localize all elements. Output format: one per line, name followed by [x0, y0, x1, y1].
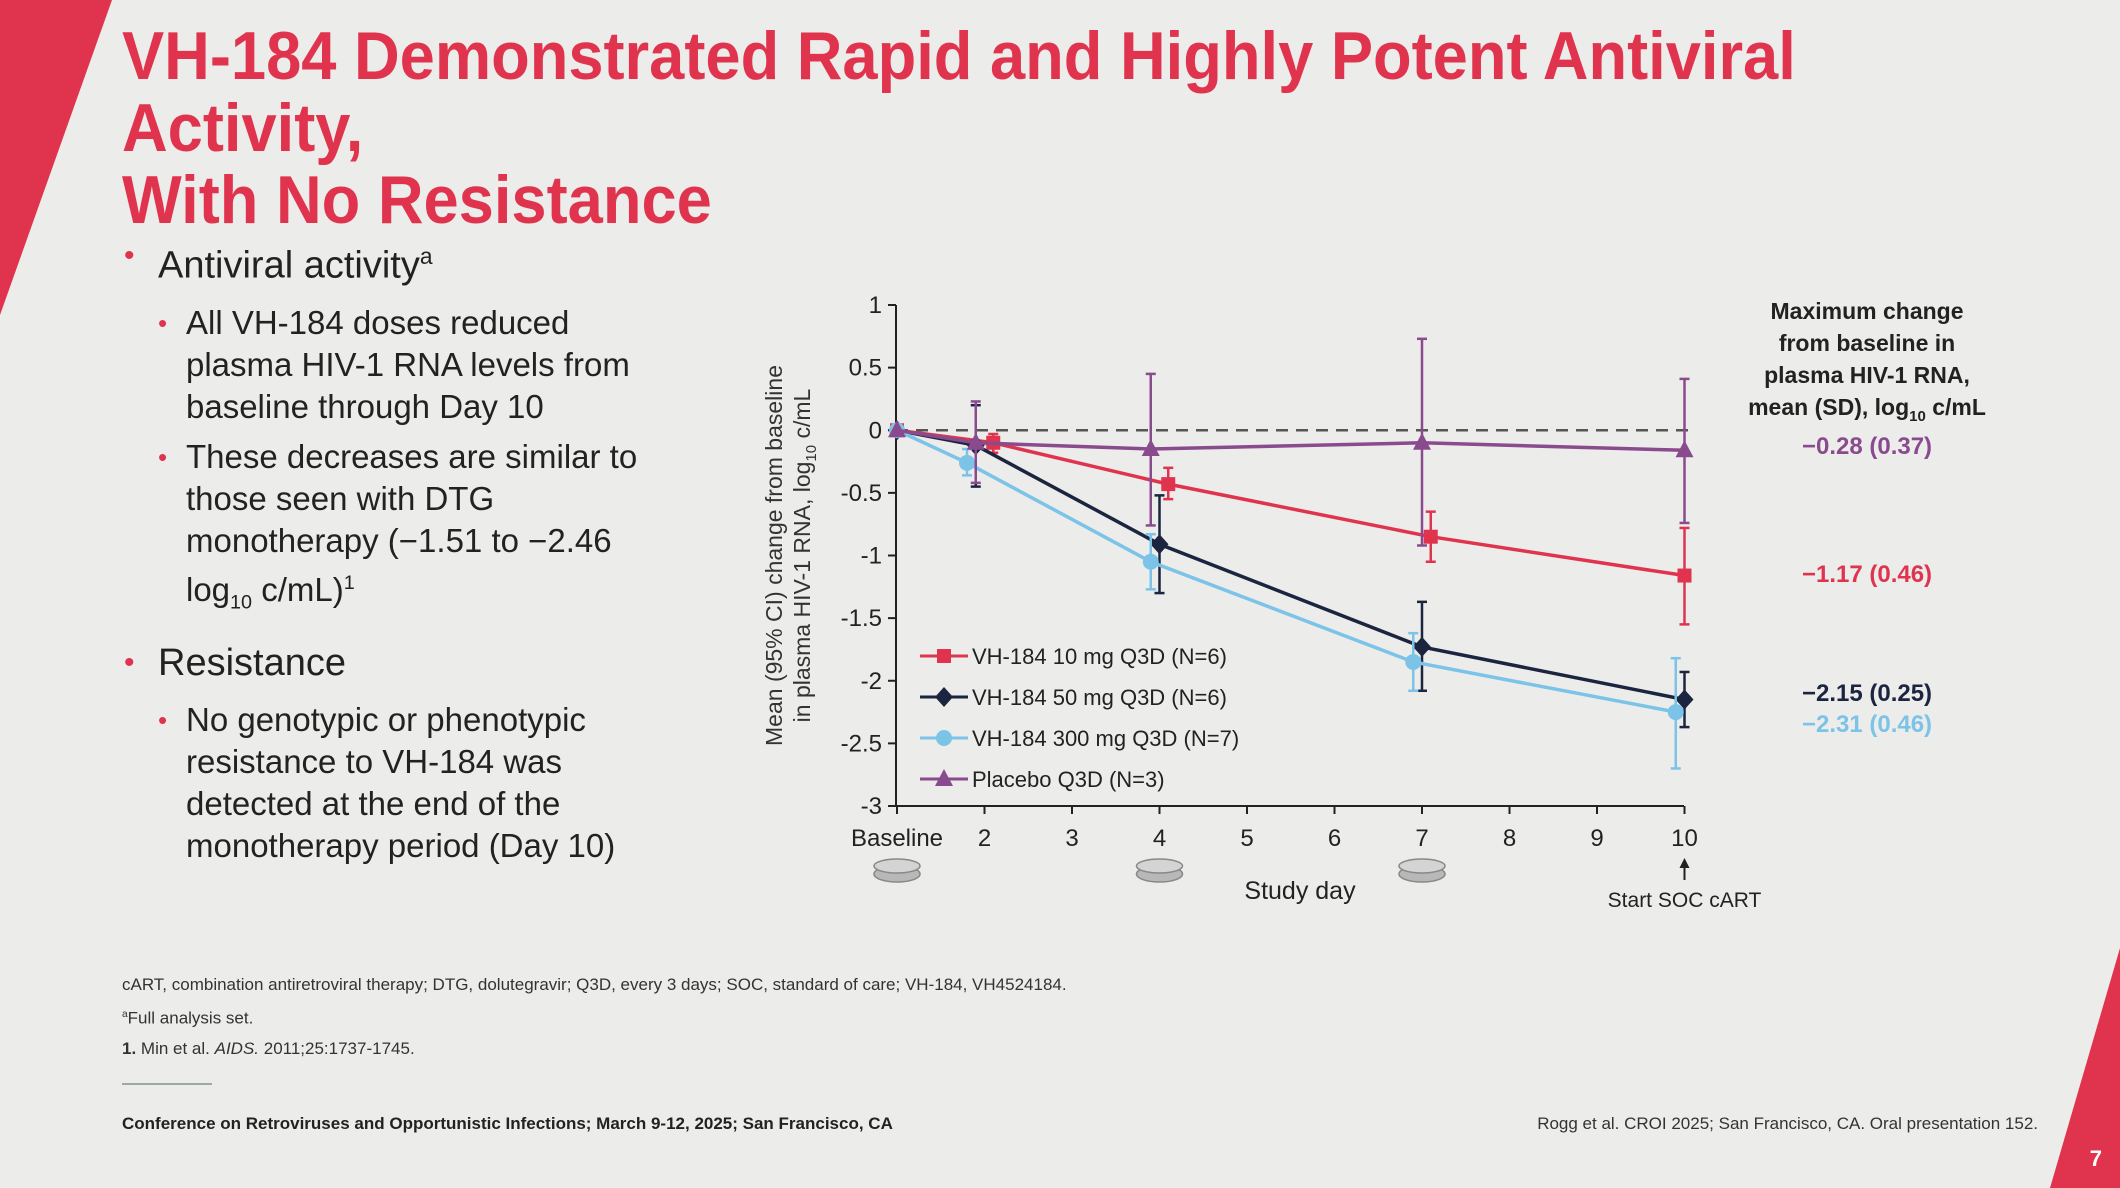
footnote-ref-journal: AIDS. [214, 1038, 260, 1058]
vh184-300mg-line [896, 428, 1677, 714]
y-tick-label: -2 [861, 668, 882, 695]
bullet-resistance: Resistance [122, 641, 682, 685]
y-tick-label: -2.5 [841, 730, 882, 757]
x-tick-label: 3 [1065, 825, 1078, 852]
vh184-300mg-point [1142, 553, 1159, 570]
footnote-ref-num: 1. [122, 1038, 137, 1058]
start-soc-label: Start SOC cART [1608, 889, 1762, 912]
bullet-antiviral-text: Antiviral activity [158, 244, 420, 287]
subbullet-dtg-comparison: These decreases are similar to those see… [158, 436, 682, 624]
slide-title: VH-184 Demonstrated Rapid and Highly Pot… [122, 20, 1889, 236]
footnote-ref-authors: Min et al. [136, 1038, 215, 1058]
placebo-summary-value: −0.28 (0.37) [1802, 433, 1932, 460]
start-soc-arrow-icon [1679, 858, 1690, 868]
placebo-point [966, 432, 985, 450]
footnote-analysis-sup: a [122, 1009, 128, 1020]
corner-accent-top-left [0, 0, 112, 315]
summary-title-line4: mean (SD), log10 c/mL [1748, 394, 1986, 425]
footnote-analysis-text: Full analysis set. [127, 1008, 254, 1028]
bullet-antiviral: Antiviral activitya [122, 234, 682, 288]
footnote-ref-details: 2011;25:1737-1745. [259, 1038, 415, 1058]
y-tick-label: 0 [869, 417, 882, 444]
subbullet-dtg-unit: c/mL) [252, 570, 344, 608]
line-chart: 1 0.5 0 -0.5 -1 -1.5 -2 -2.5 -3 Baseline 2 3 4 5 6 7 8 9 1… [761, 292, 1986, 912]
footnotes: cART, combination antiretroviral therapy… [122, 970, 1622, 1064]
vh184-10mg-legend-marker [937, 649, 951, 663]
slide-title-line1: VH-184 Demonstrated Rapid and Highly Pot… [122, 18, 1796, 166]
placebo-legend-marker [935, 769, 953, 786]
vh184-300mg-legend-marker [936, 730, 952, 746]
vh184-10mg-point [1161, 477, 1176, 492]
placebo-point [888, 420, 906, 438]
y-tick-label: -0.5 [841, 480, 882, 507]
vh184-300mg-legend-label: VH-184 300 mg Q3D (N=7) [972, 726, 1239, 751]
vh184-10mg-summary-value: −1.17 (0.46) [1802, 561, 1932, 588]
placebo-point [1675, 440, 1694, 458]
vh184-50mg-legend-marker [935, 687, 953, 707]
summary-title-line1: Maximum change [1771, 298, 1964, 324]
x-axis-label: Study day [1244, 877, 1356, 905]
vh184-300mg-point [959, 454, 975, 471]
vh184-10mg-point [1423, 529, 1438, 544]
reference-footer: Rogg et al. CROI 2025; San Francisco, CA… [1537, 1114, 2038, 1133]
x-tick-label: 7 [1415, 825, 1428, 852]
vh184-50mg-point [1150, 534, 1169, 555]
x-tick-label: 5 [1240, 825, 1253, 852]
corner-accent-bottom-right [2050, 948, 2120, 1188]
y-axis-label: Mean (95% CI) change from baselinein pla… [761, 365, 820, 746]
y-tick-label: -1 [861, 543, 882, 570]
pill-icon-top [1398, 858, 1446, 874]
summary-title-line3: plasma HIV-1 RNA, [1764, 362, 1970, 388]
placebo-legend-label: Placebo Q3D (N=3) [972, 767, 1165, 792]
pill-icon-top [1135, 858, 1184, 874]
subbullet-dtg-sup: 1 [343, 571, 355, 594]
x-tick-label: 8 [1503, 825, 1516, 852]
footnote-divider [122, 1083, 212, 1085]
vh184-10mg-legend-label: VH-184 10 mg Q3D (N=6) [972, 644, 1227, 669]
x-tick-label: 9 [1590, 825, 1603, 852]
y-tick-label: 1 [869, 292, 882, 319]
vh184-300mg-point [1405, 653, 1422, 670]
vh184-50mg-legend-label: VH-184 50 mg Q3D (N=6) [972, 685, 1227, 710]
footnote-reference: 1. Min et al. AIDS. 2011;25:1737-1745. [122, 1034, 1622, 1064]
x-tick-label: 10 [1671, 825, 1698, 852]
bullet-list: Antiviral activitya All VH-184 doses red… [122, 234, 682, 875]
vh184-50mg-point [1675, 689, 1694, 710]
x-tick-label: 4 [1153, 825, 1166, 852]
y-tick-label: -1.5 [841, 605, 882, 632]
vh184-10mg-point [1677, 568, 1692, 583]
vh184-50mg-point [1413, 636, 1431, 657]
vh184-50mg-summary-value: −2.15 (0.25) [1802, 680, 1932, 707]
placebo-point [1413, 432, 1431, 450]
conference-footer: Conference on Retroviruses and Opportuni… [122, 1114, 893, 1133]
pill-icon-top [873, 858, 921, 874]
subbullet-dtg-text: These decreases are similar to those see… [186, 437, 638, 608]
x-tick-label: 6 [1328, 825, 1341, 852]
vh184-300mg-summary-value: −2.31 (0.46) [1802, 711, 1932, 738]
bullet-antiviral-sup: a [419, 243, 433, 269]
slide-title-line2: With No Resistance [122, 162, 712, 238]
x-tick-label: Baseline [851, 825, 943, 852]
vh184-10mg-line [896, 428, 1685, 578]
subbullet-dtg-sub: 10 [230, 591, 253, 614]
vh184-300mg-point [1667, 704, 1684, 721]
subbullet-doses-reduced: All VH-184 doses reduced plasma HIV-1 RN… [158, 302, 682, 428]
x-tick-label: 2 [978, 825, 991, 852]
y-tick-label: 0.5 [849, 355, 882, 382]
footnote-analysis-set: aFull analysis set. [122, 1000, 1622, 1034]
subbullet-no-resistance: No genotypic or phenotypic resistance to… [158, 699, 682, 867]
footnote-abbreviations: cART, combination antiretroviral therapy… [122, 975, 1067, 994]
summary-title-line2: from baseline in [1779, 330, 1955, 356]
page-number: 7 [2089, 1146, 2102, 1171]
placebo-point [1141, 439, 1160, 457]
y-tick-label: -3 [861, 793, 882, 820]
